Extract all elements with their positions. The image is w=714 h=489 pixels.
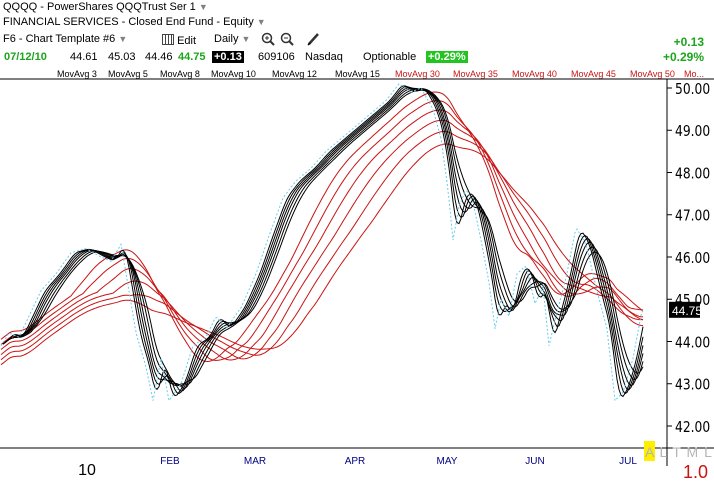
ma-label-40: MovAvg 40 xyxy=(512,69,557,79)
price-axis: 50.0049.0048.0047.0046.0045.0044.0043.00… xyxy=(667,81,710,436)
x-tick-label: MAR xyxy=(244,456,266,467)
edit-button[interactable]: Edit xyxy=(162,33,196,47)
long-ma-group xyxy=(0,91,644,366)
x-tick-label: JUN xyxy=(525,456,544,467)
long-ma-line xyxy=(0,119,644,360)
toolbar: F6 - Chart Template #6 ▼ xyxy=(3,33,127,45)
security-name: PowerShares QQQTrust Ser 1 xyxy=(47,1,196,13)
ma-label-15: MovAvg 15 xyxy=(335,69,380,79)
edit-label: Edit xyxy=(177,35,197,47)
zoom-in-icon xyxy=(261,32,275,46)
close-value: 44.75 xyxy=(178,51,206,63)
date-axis: 10 FEB MAR APR MAY JUN JUL xyxy=(78,456,637,479)
volume-value: 609106 xyxy=(258,51,295,63)
ma-label-8: MovAvg 8 xyxy=(160,69,200,79)
short-ma-line xyxy=(2,85,644,398)
high-value: 45.03 xyxy=(108,51,136,63)
ma-label-12: MovAvg 12 xyxy=(272,69,317,79)
price-tag-label: 44.75 xyxy=(672,304,702,318)
y-tick-label: 49.00 xyxy=(675,123,710,140)
zoom-out-icon xyxy=(280,32,294,46)
price-line-group xyxy=(0,83,644,402)
short-ma-line xyxy=(2,86,644,395)
ma-label-30: MovAvg 30 xyxy=(395,69,440,79)
change-badge: +0.13 xyxy=(212,51,244,63)
title-line: QQQQ - PowerShares QQQTrust Ser 1 ▼ xyxy=(3,1,208,13)
x-tick-label: MAY xyxy=(437,456,458,467)
x-tick-label: 10 xyxy=(78,462,96,479)
quote-date: 07/12/10 xyxy=(4,51,47,63)
price-tag-box xyxy=(669,301,700,318)
bottom-right-letters: A L T M L xyxy=(645,444,713,460)
optionable-label: Optionable xyxy=(363,51,417,63)
x-tick-label: FEB xyxy=(160,456,180,467)
short-ma-line xyxy=(2,88,644,387)
open-value: 44.61 xyxy=(70,51,98,63)
chevron-down-icon[interactable]: ▼ xyxy=(198,2,208,12)
pct-change-badge: +0.29% xyxy=(426,51,468,63)
draw-tool-button[interactable] xyxy=(306,32,320,51)
ma-label-5: MovAvg 5 xyxy=(108,69,148,79)
ma-label-50: MovAvg 50 xyxy=(630,69,675,79)
ma-label-3: MovAvg 3 xyxy=(57,69,97,79)
long-ma-line xyxy=(0,143,644,366)
period-select[interactable]: Daily ▼ xyxy=(214,33,250,45)
y-tick-label: 48.00 xyxy=(675,165,710,182)
current-price-tag: 44.75 xyxy=(669,301,702,318)
y-tick-label: 46.00 xyxy=(675,250,710,267)
short-ma-group xyxy=(2,85,644,398)
x-tick-label: JUL xyxy=(619,456,637,467)
low-value: 44.46 xyxy=(145,51,173,63)
quote-line: 07/12/10 xyxy=(4,51,47,63)
short-ma-line xyxy=(2,87,644,387)
ma-label-10: MovAvg 10 xyxy=(211,69,256,79)
right-change: +0.13 xyxy=(673,35,704,49)
chart-template-select[interactable]: F6 - Chart Template #6 xyxy=(3,33,116,45)
right-pct-change: +0.29% xyxy=(662,50,704,64)
long-ma-line xyxy=(0,131,644,361)
y-tick-label: 43.00 xyxy=(675,377,710,394)
zoom-out-button[interactable] xyxy=(280,32,294,51)
period-label: Daily xyxy=(214,33,239,45)
sector: FINANCIAL SERVICES xyxy=(3,16,119,28)
ma-label-35: MovAvg 35 xyxy=(453,69,498,79)
y-tick-label: 42.00 xyxy=(675,419,710,436)
y-tick-label: 50.00 xyxy=(675,81,710,98)
ma-label-45: MovAvg 45 xyxy=(571,69,616,79)
chevron-down-icon: ▼ xyxy=(241,34,251,44)
x-tick-label: APR xyxy=(345,456,366,467)
title-separator: - xyxy=(40,1,44,13)
long-ma-line xyxy=(0,100,644,361)
short-ma-line xyxy=(2,87,644,392)
alert-marker[interactable] xyxy=(644,441,655,461)
price-line xyxy=(0,83,644,402)
symbol[interactable]: QQQQ xyxy=(3,1,38,13)
zoom-in-button[interactable] xyxy=(261,32,275,51)
y-tick-label: 44.00 xyxy=(675,334,710,351)
bottom-right-value: 1.0 xyxy=(683,462,709,482)
chevron-down-icon[interactable]: ▼ xyxy=(256,17,266,27)
chevron-down-icon[interactable]: ▼ xyxy=(118,34,128,44)
ma-label-more: Mo... xyxy=(684,69,705,79)
edit-grid-icon xyxy=(162,34,174,45)
sector-line: FINANCIAL SERVICES - Closed End Fund - E… xyxy=(3,16,266,28)
short-ma-line xyxy=(2,87,644,389)
pencil-icon xyxy=(307,33,319,46)
sector-separator: - xyxy=(121,16,126,28)
exchange-label: Nasdaq xyxy=(305,51,343,63)
long-ma-line xyxy=(0,109,644,361)
y-tick-label: 47.00 xyxy=(675,208,710,225)
industry: Closed End Fund - Equity xyxy=(128,16,254,28)
